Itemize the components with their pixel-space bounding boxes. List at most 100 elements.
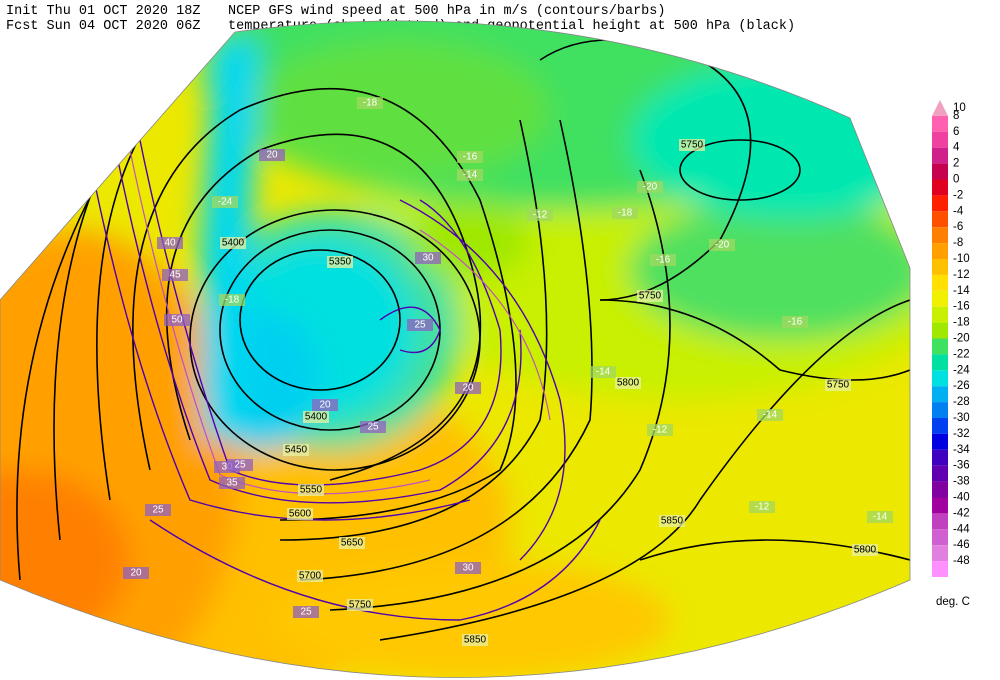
temperature-label: -12 bbox=[533, 210, 548, 221]
colorbar-label: -22 bbox=[953, 348, 970, 360]
colorbar-swatch bbox=[932, 259, 948, 275]
temperature-label: -20 bbox=[643, 182, 658, 193]
colorbar-label: -40 bbox=[953, 492, 970, 504]
temperature-label-bg bbox=[612, 207, 638, 219]
height-label: 5400 bbox=[305, 412, 328, 423]
colorbar-label: 8 bbox=[953, 110, 959, 122]
height-label: 5400 bbox=[222, 238, 245, 249]
wind-label: 20 bbox=[319, 400, 331, 411]
colorbar-swatch bbox=[932, 354, 948, 371]
colorbar-swatch bbox=[932, 227, 948, 244]
wind-label: 30 bbox=[462, 563, 474, 574]
colorbar-swatch bbox=[932, 131, 948, 148]
temperature-label: -14 bbox=[763, 410, 778, 421]
temperature-label: -14 bbox=[596, 367, 611, 378]
temperature-label: -14 bbox=[873, 512, 888, 523]
wind-label: 20 bbox=[462, 383, 474, 394]
colorbar-swatch bbox=[932, 370, 948, 387]
colorbar-label: -2 bbox=[953, 189, 963, 201]
height-label-bg bbox=[327, 256, 353, 268]
height-label: 5850 bbox=[464, 635, 487, 646]
height-label: 5450 bbox=[285, 445, 308, 456]
height-label: 5750 bbox=[681, 140, 704, 151]
height-label-bg bbox=[283, 444, 309, 456]
height-label: 5750 bbox=[349, 600, 372, 611]
wind-label-bg bbox=[360, 421, 386, 433]
colorbar-swatch bbox=[932, 386, 948, 403]
wind-label: 25 bbox=[414, 320, 426, 331]
temperature-label: -14 bbox=[463, 170, 478, 181]
wind-label-bg bbox=[157, 237, 183, 249]
colorbar-label: -26 bbox=[953, 380, 970, 392]
temperature-label: -16 bbox=[788, 317, 803, 328]
wind-label: 35 bbox=[226, 478, 238, 489]
wind-label: 30 bbox=[422, 253, 434, 264]
height-label-bg bbox=[339, 537, 365, 549]
wind-contours-strong bbox=[119, 99, 551, 495]
height-label: 5600 bbox=[289, 509, 312, 520]
colorbar-unit: deg. C bbox=[936, 596, 970, 608]
temperature-label: -12 bbox=[653, 425, 668, 436]
colorbar-swatch bbox=[932, 513, 948, 530]
colorbar-swatch bbox=[932, 147, 948, 164]
colorbar-swatch bbox=[932, 465, 948, 482]
colorbar-label: -14 bbox=[953, 285, 970, 297]
colorbar-swatch bbox=[932, 274, 948, 291]
temperature-label: -18 bbox=[363, 98, 378, 109]
wind-label: 25 bbox=[152, 505, 164, 516]
height-label-bg bbox=[825, 379, 851, 391]
colorbar-label: -46 bbox=[953, 539, 970, 551]
colorbar-label: -48 bbox=[953, 555, 970, 567]
colorbar-label: -24 bbox=[953, 364, 970, 376]
wind-label-bg bbox=[123, 567, 149, 579]
temperature-label-bg bbox=[647, 424, 673, 436]
colorbar-label: -12 bbox=[953, 269, 970, 281]
colorbar-label: -6 bbox=[953, 221, 963, 233]
wind-label-bg bbox=[259, 149, 285, 161]
colorbar-label: -38 bbox=[953, 476, 970, 488]
height-contours bbox=[16, 39, 910, 641]
temperature-label-bg bbox=[757, 409, 783, 421]
colorbar-swatch bbox=[932, 433, 948, 450]
map-border bbox=[0, 20, 911, 678]
colorbar-swatch bbox=[932, 402, 948, 418]
temperature-label-bg bbox=[867, 511, 893, 523]
temperature-label: -18 bbox=[225, 295, 240, 306]
wind-label: 25 bbox=[300, 607, 312, 618]
height-label: 5700 bbox=[299, 571, 322, 582]
colorbar-label: -8 bbox=[953, 237, 963, 249]
colorbar-swatch bbox=[932, 115, 948, 132]
colorbar-swatch bbox=[932, 290, 948, 307]
temperature-label: -24 bbox=[218, 197, 233, 208]
colorbar-label: -34 bbox=[953, 444, 970, 456]
wind-label-bg bbox=[455, 382, 481, 394]
height-label: 5650 bbox=[341, 538, 364, 549]
colorbar-swatch bbox=[932, 243, 948, 259]
colorbar-label: -4 bbox=[953, 205, 964, 217]
wind-contours bbox=[89, 89, 601, 621]
colorbar-swatch bbox=[932, 338, 948, 355]
height-label-bg bbox=[303, 411, 329, 423]
height-label: 5800 bbox=[617, 378, 640, 389]
temperature-label-bg bbox=[527, 209, 553, 221]
height-label-bg bbox=[659, 515, 685, 527]
colorbar-label: -16 bbox=[953, 301, 970, 313]
colorbar-swatch bbox=[932, 545, 948, 562]
colorbar-triangle bbox=[932, 100, 948, 116]
temperature-label-bg bbox=[650, 254, 676, 266]
wind-label: 45 bbox=[169, 270, 181, 281]
colorbar-swatch bbox=[932, 195, 948, 212]
height-label-bg bbox=[287, 508, 313, 520]
height-label-bg bbox=[347, 599, 373, 611]
wind-label: 20 bbox=[130, 568, 142, 579]
colorbar-label: 6 bbox=[953, 126, 959, 138]
height-label-bg bbox=[637, 290, 663, 302]
wind-label: 40 bbox=[164, 238, 176, 249]
colorbar-label: 2 bbox=[953, 158, 959, 170]
height-label-bg bbox=[852, 544, 878, 556]
colorbar-swatch bbox=[932, 163, 948, 180]
height-label-bg bbox=[462, 634, 488, 646]
temperature-label-bg bbox=[749, 501, 775, 513]
temperature-label: -20 bbox=[715, 240, 730, 251]
wind-label: 50 bbox=[171, 315, 183, 326]
